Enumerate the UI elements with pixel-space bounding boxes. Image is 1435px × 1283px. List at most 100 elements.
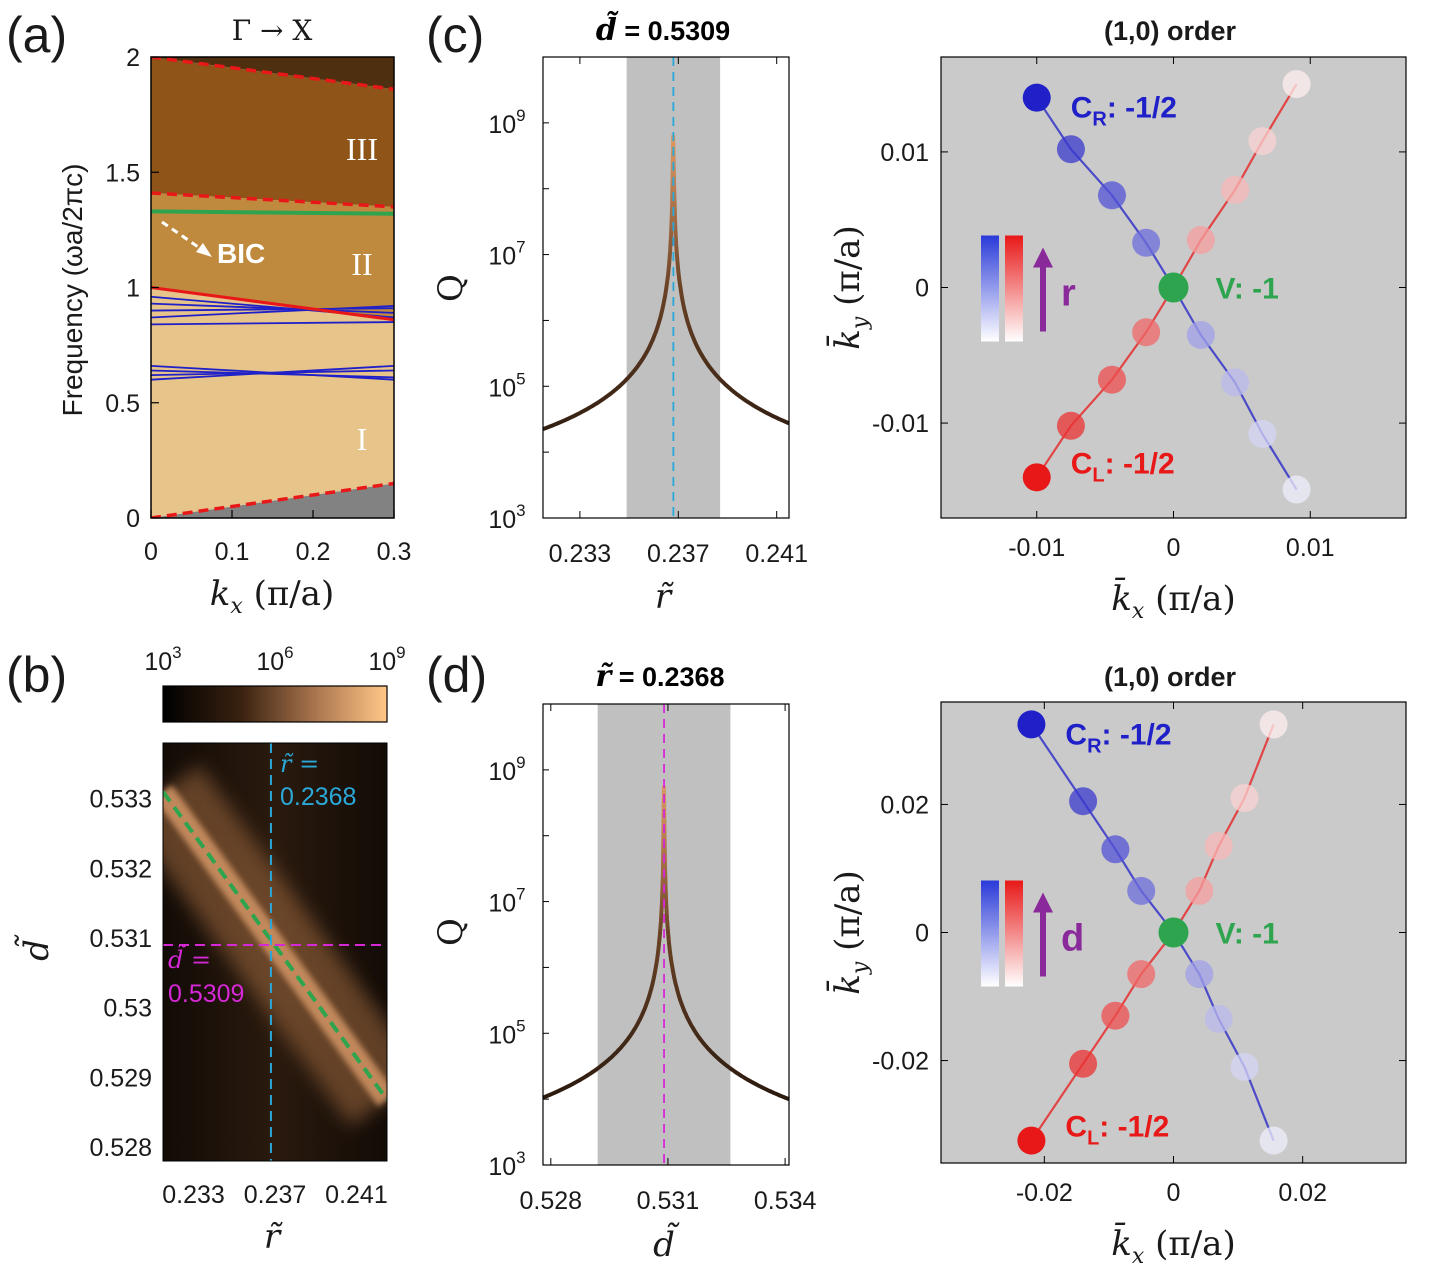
band-boundary-dashed-1	[151, 481, 394, 518]
x-tick-label: -0.02	[1016, 1179, 1073, 1207]
x-tick-label: 0.237	[647, 540, 710, 568]
panel-a-title: Γ → X	[232, 14, 313, 47]
bic-label: BIC	[217, 238, 265, 269]
cr-label: CR: -1/2	[1071, 92, 1177, 131]
region-II-label: II	[351, 246, 372, 282]
colorbar-gradient	[162, 685, 388, 723]
vortex-ylabel-part: (π/a)	[828, 225, 868, 316]
y-tick-label: 103	[488, 501, 525, 534]
cl-point	[1185, 876, 1214, 905]
cr-point	[1282, 475, 1311, 504]
cl-label-part: : -1/2	[1105, 447, 1175, 480]
y-tick-label: 0.531	[89, 925, 152, 953]
cl-label: CL: -1/2	[1071, 447, 1175, 486]
cl-point	[1101, 1001, 1130, 1030]
cr-label-part: R	[1087, 735, 1102, 757]
x-tick-label: 0.531	[637, 1187, 700, 1215]
vortex-xlabel-part: x	[1132, 599, 1145, 624]
cl-point	[1132, 318, 1161, 347]
y-tick-label: 0.01	[880, 139, 929, 167]
y-tick-exponent: 3	[516, 501, 525, 520]
colorbar-tick-label: 106	[256, 643, 293, 676]
y-tick-label: 0.528	[89, 1134, 152, 1162]
bic-arrow	[161, 220, 205, 253]
cl-label: CL: -1/2	[1065, 1111, 1169, 1150]
y-tick-label: 1.5	[105, 159, 140, 187]
y-tick-exponent: 9	[516, 106, 525, 125]
vortex-xlabel-part: x	[1132, 1244, 1145, 1269]
legend-param-label: r	[1061, 273, 1076, 315]
y-tick-base: 10	[488, 506, 516, 534]
x-tick-label: 0	[1167, 534, 1181, 562]
panel-b-xlabel: r̃	[264, 1217, 284, 1257]
bic-arrow-head	[196, 243, 212, 257]
cr-point	[1221, 368, 1250, 397]
legend-param-label: d	[1061, 918, 1084, 960]
vortex-ylabel-part: y	[848, 961, 873, 975]
cr-point	[1204, 1004, 1233, 1033]
legend-blue-bar	[981, 880, 999, 987]
colorbar-tick-base: 10	[256, 648, 284, 676]
colorbar: 103 106 109	[144, 643, 406, 723]
y-tick-label: 107	[488, 238, 525, 271]
blue-band-2	[151, 302, 394, 314]
d-annot-2: 0.5309	[168, 980, 244, 1008]
plot-frame	[542, 56, 790, 519]
heatmap-frame	[162, 742, 388, 1162]
cl-label-part: L	[1087, 1128, 1099, 1150]
x-tick-label: 0.233	[549, 540, 612, 568]
y-tick-label: 1	[126, 275, 140, 303]
y-tick-label: 0.533	[89, 786, 152, 814]
vortex-xlabel-part: k̄	[1111, 577, 1132, 619]
y-tick-label: 105	[488, 1016, 525, 1049]
cr-point	[1017, 710, 1046, 739]
cr-label-part: C	[1071, 92, 1093, 125]
x-tick-label: 0.1	[215, 538, 250, 566]
q-curve	[542, 135, 790, 431]
y-tick-label: 2	[126, 44, 140, 72]
region-I	[151, 287, 394, 518]
y-tick-exponent: 9	[516, 753, 525, 772]
vortex-ylabel-part: k̄	[826, 974, 868, 995]
y-tick-base: 10	[488, 890, 516, 918]
blue-band-5	[151, 321, 394, 326]
r-annot-1: r̃ =	[280, 750, 319, 778]
region-top	[151, 57, 394, 90]
panel-c-label: (c)	[426, 7, 484, 63]
y-tick-label: 0	[915, 275, 929, 303]
panel-d-order-title: (1,0) order	[1104, 662, 1237, 692]
cl-point	[1127, 960, 1156, 989]
cl-label-part: C	[1071, 447, 1093, 480]
panel-b: (b) 103 106 109 r̃ = 0.2368 d̃ = 0.5309 0.…	[6, 643, 406, 1257]
y-tick-label: 0.53	[103, 995, 152, 1023]
colorbar-tick-base: 10	[144, 648, 172, 676]
panel-c-xlabel: r̃	[655, 577, 675, 617]
panel-d-title: r̃ = 0.2368	[595, 659, 724, 694]
vortex-xlabel-part: k̄	[1111, 1222, 1132, 1264]
panel-a-ticks: 0 0.1 0.2 0.3 0 0.5 1 1.5 2	[105, 44, 411, 566]
y-tick-label: 109	[488, 753, 525, 786]
y-tick-base: 10	[488, 111, 516, 139]
v-label: V: -1	[1216, 273, 1279, 306]
y-tick-label: -0.01	[872, 410, 929, 438]
panel-c: (c) d̃ = 0.5309 0.233 0.237 0.241103105107…	[426, 7, 808, 617]
cr-label-part: : -1/2	[1107, 92, 1177, 125]
y-tick-label: 0	[126, 505, 140, 533]
band-boundary-solid	[151, 286, 394, 322]
d-annot-1: d̃ =	[168, 943, 211, 974]
x-tick-label: 0.241	[745, 540, 808, 568]
x-tick-label: 0.02	[1278, 1179, 1327, 1207]
panel-a-ylabel: Frequency (ωa/2πc)	[57, 164, 88, 417]
cl-point	[1259, 710, 1288, 739]
colorbar-tick-exponent: 6	[284, 643, 293, 662]
colorbar-tick-label: 109	[368, 643, 405, 676]
cr-point	[1248, 419, 1277, 448]
colorbar-tick-exponent: 3	[172, 643, 181, 662]
colorbar-tick-exponent: 9	[396, 643, 405, 662]
panel-c-ylabel: Q	[431, 274, 471, 302]
cr-point	[1069, 787, 1098, 816]
y-tick-label: 0.529	[89, 1064, 152, 1092]
